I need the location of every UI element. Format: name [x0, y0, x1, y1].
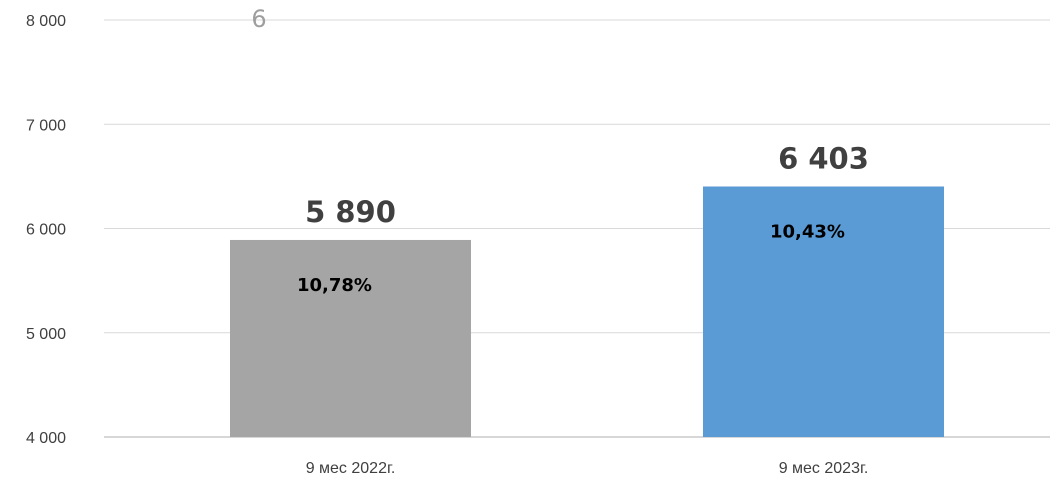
y-tick-label: 7 000 [26, 117, 66, 134]
bar [703, 186, 944, 437]
y-axis-tick-labels: 4 000 5 000 6 000 7 000 8 000 [26, 13, 66, 447]
bar [230, 239, 471, 437]
y-tick-label: 8 000 [26, 13, 66, 30]
y-tick-label: 4 000 [26, 430, 66, 447]
x-axis-category-labels: 9 мес 2022г. 9 мес 2023г. [306, 460, 869, 477]
y-tick-label: 5 000 [26, 326, 66, 343]
x-category-label: 9 мес 2022г. [306, 460, 396, 477]
bar-percent-label: 10,43% [770, 221, 845, 242]
x-category-label: 9 мес 2023г. [779, 460, 869, 477]
chart-annotation: 6 [251, 5, 266, 33]
y-tick-label: 6 000 [26, 222, 66, 239]
data-labels: 5 890 10,78% 6 403 10,43% [297, 141, 869, 295]
bar-value-label: 6 403 [778, 141, 869, 175]
bar-value-label: 5 890 [305, 195, 396, 229]
bar-percent-label: 10,78% [297, 275, 372, 296]
bars [230, 186, 944, 437]
